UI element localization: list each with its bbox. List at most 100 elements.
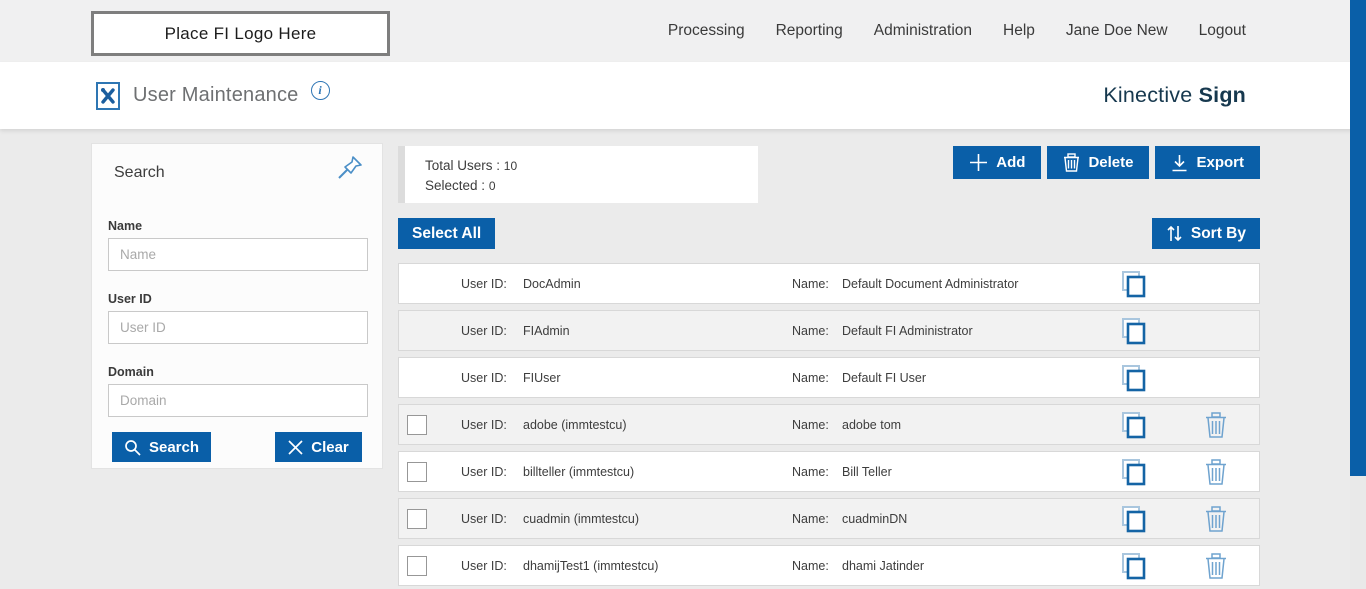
delete-user-icon[interactable] xyxy=(1205,458,1227,485)
name-value: dhami Jatinder xyxy=(842,558,924,573)
table-row: User ID: dhamijTest1 (immtestcu) Name: d… xyxy=(398,545,1260,586)
name-value: Bill Teller xyxy=(842,464,892,479)
name-label: Name: xyxy=(792,464,829,479)
summary-box: Total Users : 10 Selected : 0 xyxy=(398,146,758,203)
user-maintenance-doc-icon xyxy=(95,81,121,111)
nav-administration[interactable]: Administration xyxy=(873,22,973,39)
table-row: User ID: billteller (immtestcu) Name: Bi… xyxy=(398,451,1260,492)
user-id-value: FIAdmin xyxy=(523,323,570,338)
user-id-field[interactable] xyxy=(108,311,368,344)
search-icon xyxy=(124,439,141,456)
copy-user-icon[interactable] xyxy=(1120,552,1146,580)
table-row: User ID: DocAdmin Name: Default Document… xyxy=(398,263,1260,304)
scrollbar-thumb[interactable] xyxy=(1350,0,1366,476)
name-label: Name: xyxy=(792,323,829,338)
row-checkbox[interactable] xyxy=(407,508,427,529)
brand-product: Sign xyxy=(1198,83,1246,107)
total-users-value: 10 xyxy=(503,159,518,173)
copy-user-icon[interactable] xyxy=(1120,317,1146,345)
main-content: Total Users : 10 Selected : 0 Add xyxy=(398,146,1260,589)
domain-field[interactable] xyxy=(108,384,368,417)
user-id-value: FIUser xyxy=(523,370,561,385)
copy-user-icon[interactable] xyxy=(1120,364,1146,392)
nav-logout[interactable]: Logout xyxy=(1198,22,1246,39)
name-label: Name: xyxy=(792,511,829,526)
user-id-label: User ID: xyxy=(461,323,507,338)
name-label: Name: xyxy=(792,276,829,291)
list-actions: Add Delete Export xyxy=(953,146,1260,179)
user-id-value: DocAdmin xyxy=(523,276,581,291)
user-id-value: cuadmin (immtestcu) xyxy=(523,511,639,526)
selected-label: Selected : xyxy=(425,178,486,193)
domain-field-label: Domain xyxy=(108,365,154,379)
copy-user-icon[interactable] xyxy=(1120,505,1146,533)
sort-by-button[interactable]: Sort By xyxy=(1151,218,1260,249)
selected-value: 0 xyxy=(488,179,496,193)
user-id-label: User ID: xyxy=(461,276,507,291)
export-button[interactable]: Export xyxy=(1155,146,1260,179)
page-title: User Maintenance xyxy=(133,84,299,106)
name-label: Name: xyxy=(792,370,829,385)
user-id-value: adobe (immtestcu) xyxy=(523,417,627,432)
user-id-value: billteller (immtestcu) xyxy=(523,464,635,479)
search-button[interactable]: Search xyxy=(112,432,211,462)
info-icon[interactable]: i xyxy=(310,81,330,100)
nav-user-name[interactable]: Jane Doe New xyxy=(1065,22,1168,39)
name-value: adobe tom xyxy=(842,417,902,432)
search-panel: Search Name User ID Domain Search xyxy=(91,143,383,469)
name-field[interactable] xyxy=(108,238,368,271)
delete-button[interactable]: Delete xyxy=(1047,146,1150,179)
plus-icon xyxy=(969,153,988,172)
brand-name: Kinective xyxy=(1103,83,1193,107)
brand-logo: Kinective Sign xyxy=(1103,83,1246,108)
row-checkbox[interactable] xyxy=(407,555,427,576)
user-id-label: User ID: xyxy=(461,511,507,526)
scrollbar-track[interactable] xyxy=(1350,0,1366,589)
copy-user-icon[interactable] xyxy=(1120,411,1146,439)
name-value: cuadminDN xyxy=(842,511,908,526)
user-list: User ID: DocAdmin Name: Default Document… xyxy=(398,263,1260,589)
fi-logo-text: Place FI Logo Here xyxy=(164,23,317,43)
top-navigation: Processing Reporting Administration Help… xyxy=(668,0,1246,62)
clear-button[interactable]: Clear xyxy=(275,432,362,462)
delete-user-icon[interactable] xyxy=(1205,505,1227,532)
row-checkbox[interactable] xyxy=(407,461,427,482)
nav-processing[interactable]: Processing xyxy=(667,22,745,39)
user-id-field-label: User ID xyxy=(108,292,152,306)
copy-user-icon[interactable] xyxy=(1120,270,1146,298)
top-bar: Place FI Logo Here Processing Reporting … xyxy=(0,0,1366,62)
clear-x-icon xyxy=(288,439,303,455)
copy-user-icon[interactable] xyxy=(1120,458,1146,486)
table-row: User ID: FIAdmin Name: Default FI Admini… xyxy=(398,310,1260,351)
name-value: Default FI Administrator xyxy=(842,323,973,338)
fi-logo-placeholder: Place FI Logo Here xyxy=(91,11,390,56)
push-pin-icon[interactable] xyxy=(336,154,364,187)
search-panel-title: Search xyxy=(114,164,165,181)
nav-help[interactable]: Help xyxy=(1003,22,1035,39)
user-id-label: User ID: xyxy=(461,558,507,573)
user-id-label: User ID: xyxy=(461,417,507,432)
delete-user-icon[interactable] xyxy=(1205,411,1227,438)
name-field-label: Name xyxy=(108,219,143,233)
table-row: User ID: adobe (immtestcu) Name: adobe t… xyxy=(398,404,1260,445)
user-id-value: dhamijTest1 (immtestcu) xyxy=(523,558,659,573)
table-row: User ID: cuadmin (immtestcu) Name: cuadm… xyxy=(398,498,1260,539)
sort-arrows-icon xyxy=(1166,225,1183,242)
name-label: Name: xyxy=(792,417,829,432)
select-all-button[interactable]: Select All xyxy=(398,218,496,249)
row-checkbox[interactable] xyxy=(407,414,427,435)
name-value: Default Document Administrator xyxy=(842,276,1019,291)
page-header: User Maintenance i Kinective Sign xyxy=(0,62,1366,129)
table-row: User ID: FIUser Name: Default FI User xyxy=(398,357,1260,398)
name-value: Default FI User xyxy=(842,370,927,385)
user-id-label: User ID: xyxy=(461,370,507,385)
add-button[interactable]: Add xyxy=(953,146,1042,179)
total-users-label: Total Users : xyxy=(425,158,501,173)
delete-user-icon[interactable] xyxy=(1205,552,1227,579)
user-id-label: User ID: xyxy=(461,464,507,479)
nav-reporting[interactable]: Reporting xyxy=(775,22,843,39)
name-label: Name: xyxy=(792,558,829,573)
trash-icon xyxy=(1063,153,1080,172)
download-icon xyxy=(1171,154,1188,172)
